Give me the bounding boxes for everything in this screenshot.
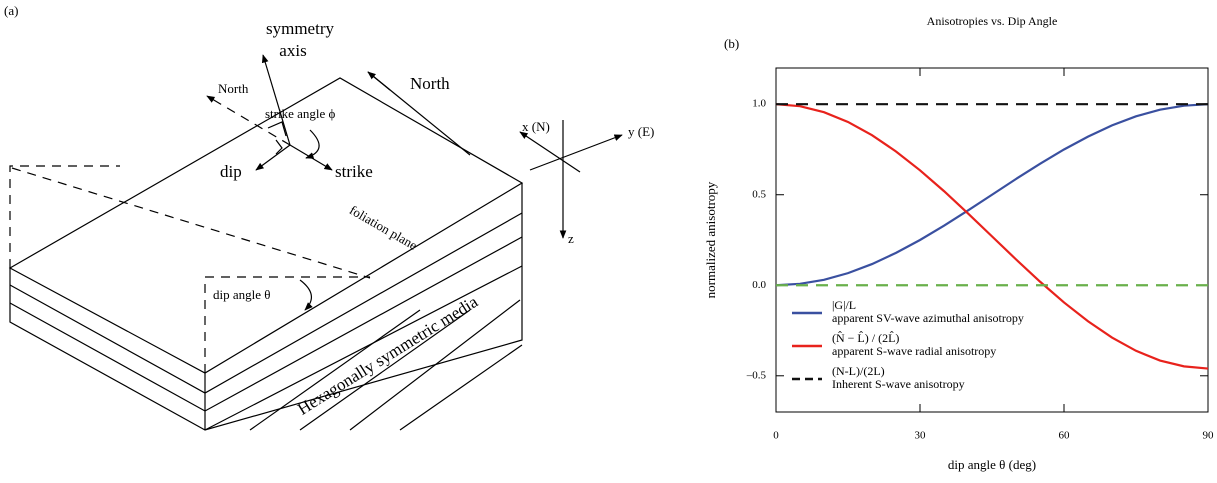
y-axis-arrow bbox=[529, 134, 623, 171]
strike-label: strike bbox=[335, 162, 373, 181]
x-tick-label: 0 bbox=[773, 430, 779, 442]
x-tick-label: 30 bbox=[915, 430, 927, 442]
legend-label: (N-L)/(2L) bbox=[832, 364, 885, 378]
y-tick-label: 1.0 bbox=[752, 98, 766, 110]
x-tick-label: 90 bbox=[1203, 430, 1215, 442]
axis-label: axis bbox=[279, 41, 306, 60]
diagram: (a) symmetry axis North strike angle ϕ N… bbox=[4, 3, 654, 431]
series-line bbox=[775, 103, 1209, 370]
dip-arc bbox=[299, 279, 313, 311]
dashed-plane bbox=[9, 165, 371, 373]
strike-angle-label: strike angle ϕ bbox=[265, 106, 336, 121]
y-label: y (E) bbox=[628, 124, 654, 139]
y-tick-label: 0.0 bbox=[752, 279, 766, 291]
north-big-arrow bbox=[367, 71, 391, 91]
dip-arrow bbox=[255, 144, 291, 171]
x-tick-label: 60 bbox=[1059, 430, 1071, 442]
legend-description: Inherent S-wave anisotropy bbox=[832, 377, 965, 391]
series-line bbox=[775, 103, 1209, 287]
x-label: x (N) bbox=[522, 119, 550, 134]
north-small-arrow bbox=[206, 95, 291, 146]
y-axis-label: normalized anisotropy bbox=[703, 181, 718, 298]
foliation-label: foliation plane bbox=[347, 202, 420, 253]
angle-marks bbox=[267, 121, 287, 155]
legend-label: |G|/L bbox=[832, 298, 856, 312]
x-axis-label: dip angle θ (deg) bbox=[948, 457, 1036, 472]
y-tick-label: –0.5 bbox=[746, 369, 767, 381]
dip-angle-label: dip angle θ bbox=[213, 287, 271, 302]
north-label: North bbox=[410, 74, 450, 93]
chart: (b) Anisotropies vs. Dip Angle dip angle θ… bbox=[703, 14, 1214, 472]
foliation-lines bbox=[249, 299, 523, 431]
legend-description: apparent S-wave radial anisotropy bbox=[832, 344, 996, 358]
z-label: z bbox=[568, 231, 574, 246]
strike-arrow bbox=[289, 144, 333, 171]
legend-description: apparent SV-wave azimuthal anisotropy bbox=[832, 311, 1024, 325]
x-axis-arrow bbox=[519, 131, 581, 173]
slab-sides bbox=[9, 183, 523, 431]
panel-label: (a) bbox=[4, 3, 18, 18]
axis-label: symmetry bbox=[266, 19, 334, 38]
layers bbox=[9, 212, 523, 431]
dip-label: dip bbox=[220, 162, 242, 181]
plot-frame bbox=[775, 67, 1209, 413]
panel-label: (b) bbox=[724, 36, 739, 51]
chart-title: Anisotropies vs. Dip Angle bbox=[927, 14, 1058, 28]
symmetry-arrow bbox=[261, 54, 291, 146]
legend-label: (N̂ − L̂) / (2L̂) bbox=[832, 330, 899, 344]
north-label: North bbox=[218, 81, 249, 96]
strike-angle-arc bbox=[305, 129, 320, 159]
y-tick-label: 0.5 bbox=[752, 188, 766, 200]
